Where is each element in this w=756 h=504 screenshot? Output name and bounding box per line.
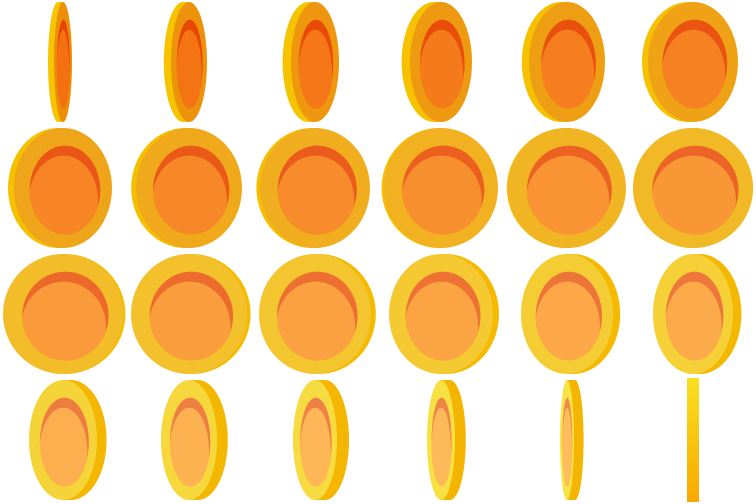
- coin-frame: [521, 2, 605, 122]
- coin-frame: [381, 128, 498, 248]
- coin-frame: [427, 380, 466, 500]
- coin-frame: [401, 2, 472, 122]
- coin-frame: [48, 2, 72, 122]
- coin-frame: [293, 380, 349, 500]
- coin-recess: [169, 407, 210, 487]
- coin-frame: [633, 128, 753, 248]
- coin-edge: [687, 378, 699, 502]
- coin-frame: [521, 254, 621, 374]
- coin-recess: [300, 407, 331, 487]
- coin-recess: [405, 281, 479, 361]
- coin-recess: [152, 155, 227, 235]
- coin-recess: [29, 155, 99, 235]
- coin-frame: [259, 254, 376, 374]
- coin-frame: [642, 2, 738, 122]
- coin-frame: [256, 128, 370, 248]
- coin-frame: [8, 128, 112, 248]
- coin-recess: [431, 407, 452, 487]
- coin-recess: [149, 281, 231, 361]
- coin-recess: [277, 155, 355, 235]
- coin-frame: [560, 380, 584, 500]
- coin-recess: [562, 407, 573, 487]
- coin-frame: [282, 2, 339, 122]
- coin-recess: [39, 407, 88, 487]
- coin-recess: [56, 29, 70, 109]
- coin-frame: [389, 254, 499, 374]
- coin-recess: [176, 29, 202, 109]
- coin-recess: [652, 155, 736, 235]
- coin-recess: [535, 281, 600, 361]
- coin-frame: [653, 254, 742, 374]
- coin-frame: [3, 254, 126, 374]
- coin-recess: [276, 281, 356, 361]
- coin-frame: [506, 128, 626, 248]
- coin-frame: [131, 128, 242, 248]
- coin-recess: [541, 29, 595, 109]
- coin-recess: [298, 29, 333, 109]
- coin-recess: [419, 29, 464, 109]
- coin-frame: [161, 380, 228, 500]
- coin-recess: [22, 281, 106, 361]
- coin-frame: [687, 378, 699, 502]
- coin-recess: [662, 29, 726, 109]
- coin-frame: [29, 380, 107, 500]
- coin-frame: [163, 2, 207, 122]
- coin-frame: [131, 254, 251, 374]
- coin-recess: [402, 155, 482, 235]
- coin-recess: [665, 281, 722, 361]
- coin-recess: [526, 155, 610, 235]
